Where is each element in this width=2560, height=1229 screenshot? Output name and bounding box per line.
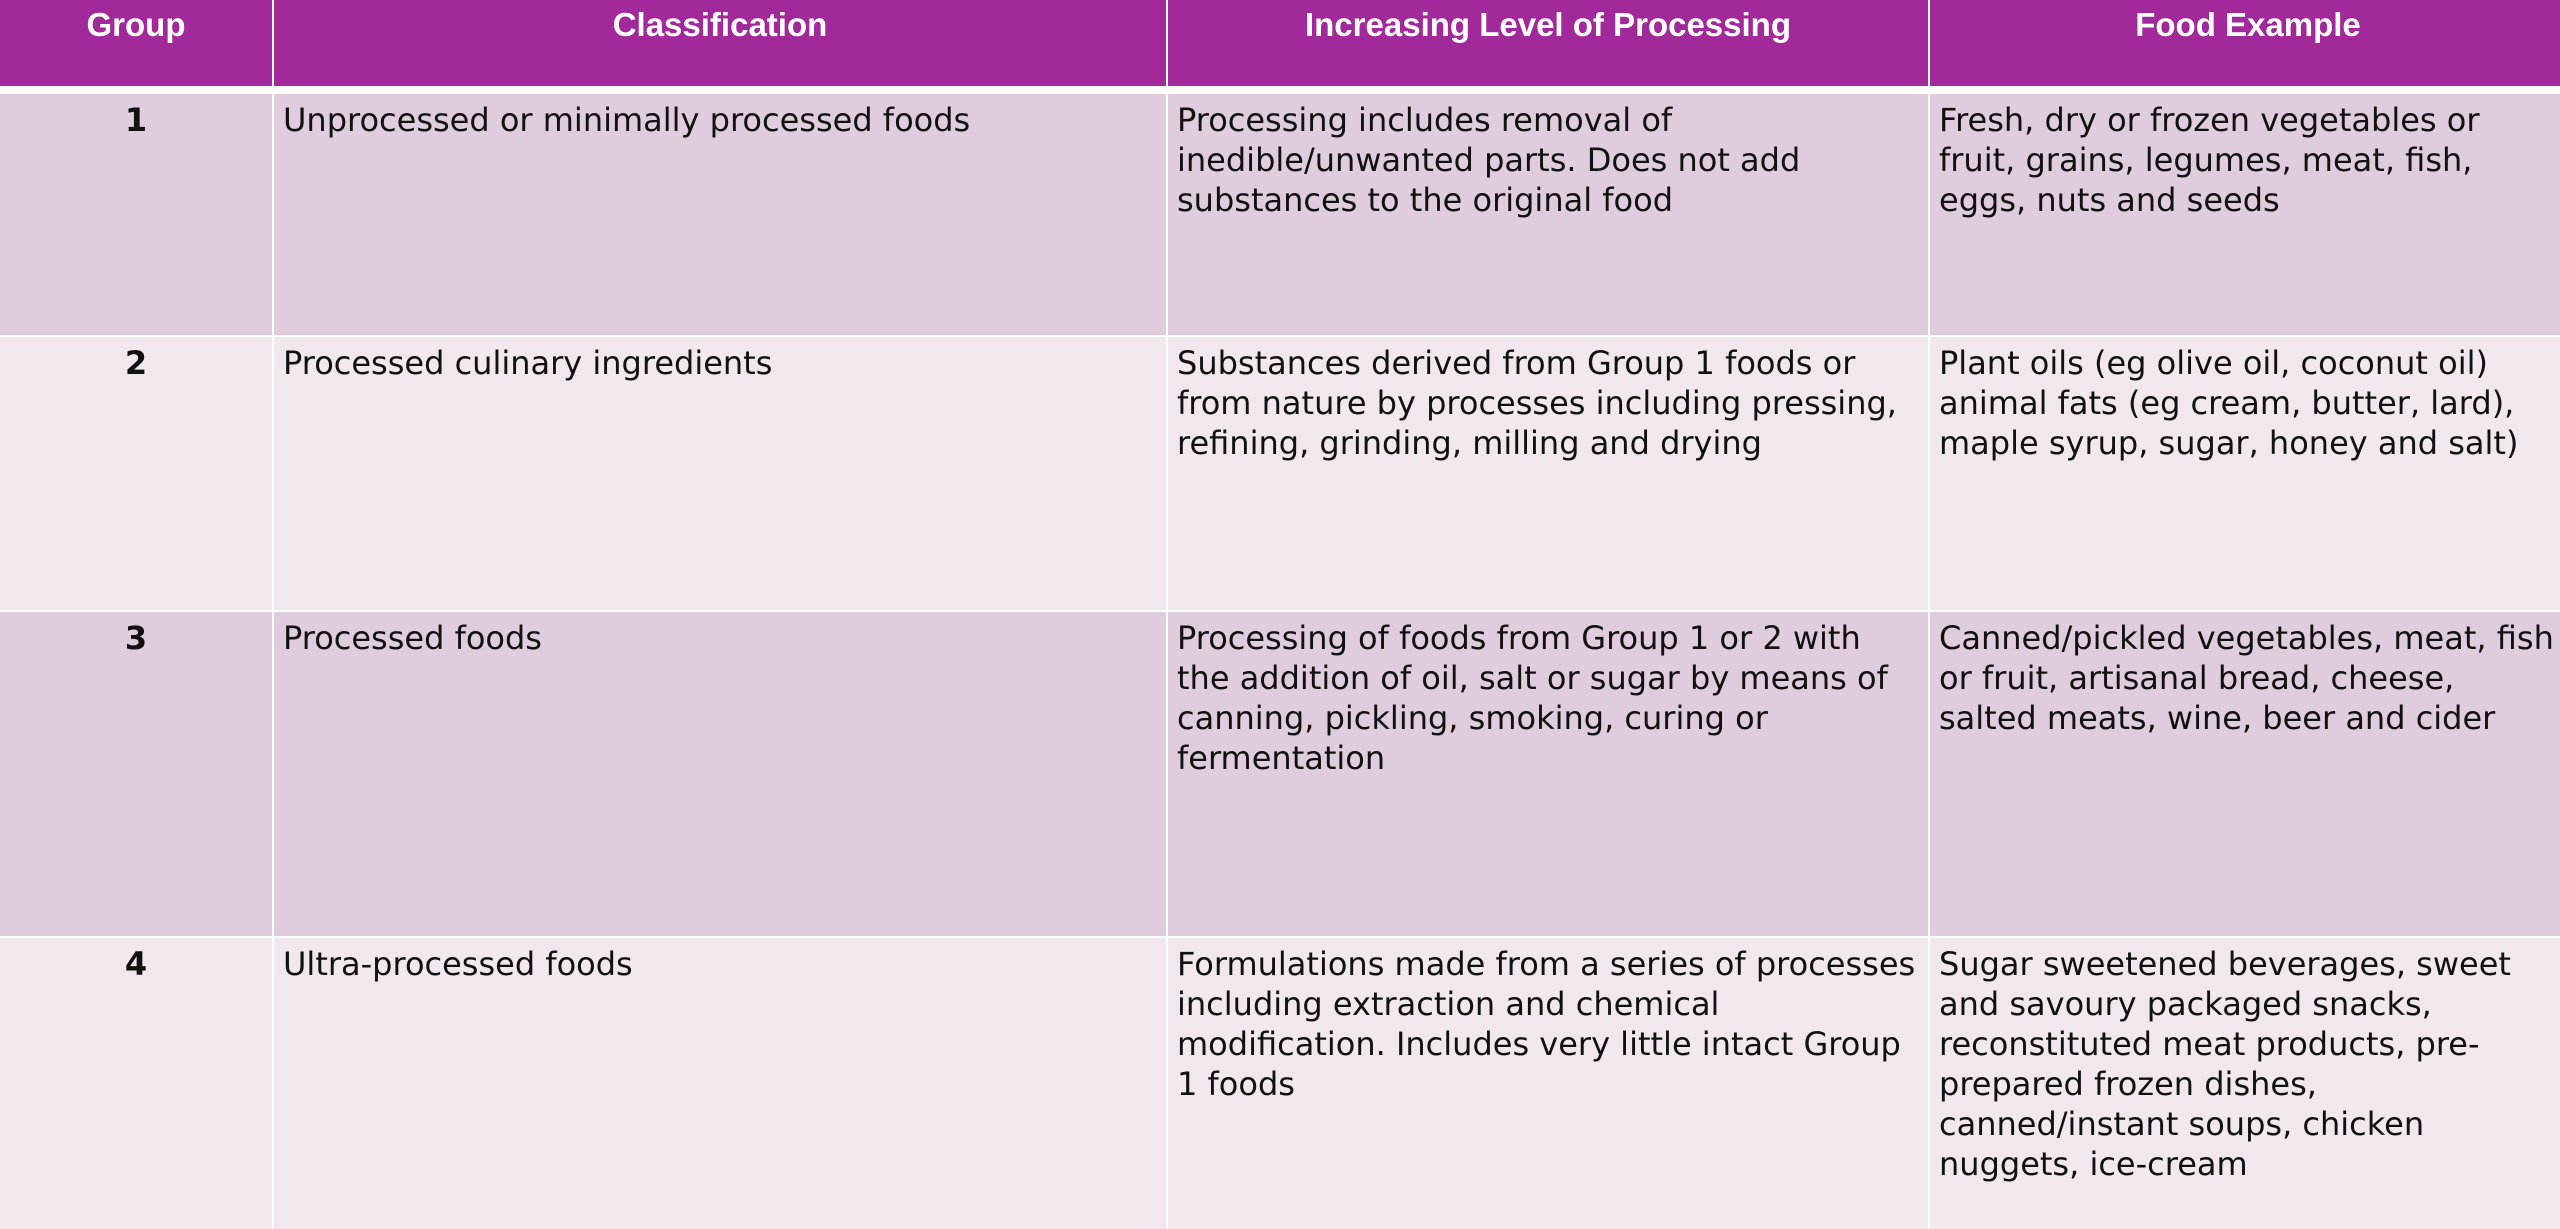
row-4-processing: Formulations made from a series of proce… [1168, 938, 1928, 1229]
row-2-processing: Substances derived from Group 1 foods or… [1168, 337, 1928, 610]
row-1-classification: Unprocessed or minimally processed foods [274, 94, 1166, 335]
header-food-example: Food Example [1930, 0, 2560, 86]
row-3-classification: Processed foods [274, 612, 1166, 936]
row-2-classification: Processed culinary ingredients [274, 337, 1166, 610]
row-3-processing: Processing of foods from Group 1 or 2 wi… [1168, 612, 1928, 936]
row-3-example: Canned/pickled vegetables, meat, fish or… [1930, 612, 2560, 936]
row-4-example: Sugar sweetened beverages, sweet and sav… [1930, 938, 2560, 1229]
row-3-group: 3 [0, 612, 272, 936]
header-classification: Classification [274, 0, 1166, 86]
header-group: Group [0, 0, 272, 86]
row-1-processing: Processing includes removal of inedible/… [1168, 94, 1928, 335]
row-2-group: 2 [0, 337, 272, 610]
row-4-classification: Ultra-processed foods [274, 938, 1166, 1229]
row-1-group: 1 [0, 94, 272, 335]
header-processing-level: Increasing Level of Processing [1168, 0, 1928, 86]
row-1-example: Fresh, dry or frozen vegetables or fruit… [1930, 94, 2560, 335]
row-2-example: Plant oils (eg olive oil, coconut oil) a… [1930, 337, 2560, 610]
row-4-group: 4 [0, 938, 272, 1229]
